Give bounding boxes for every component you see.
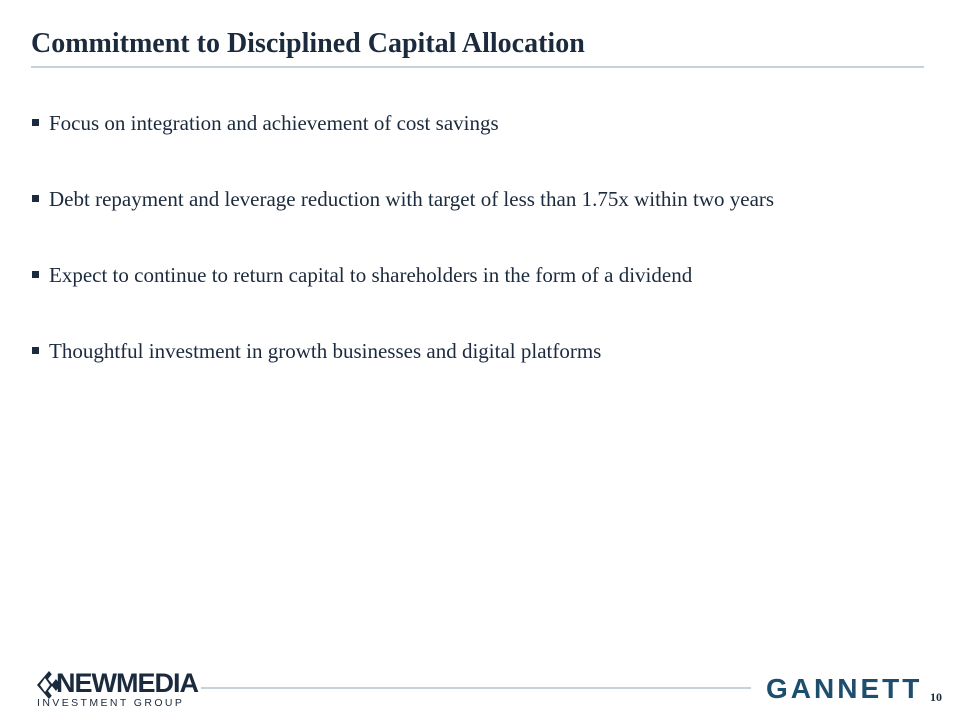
bullet-text: Thoughtful investment in growth business…	[49, 339, 602, 363]
newmedia-wordmark: NEWMEDIA	[56, 668, 199, 698]
square-bullet-icon	[32, 119, 39, 126]
bullet-text: Focus on integration and achievement of …	[49, 111, 499, 135]
footer-divider	[201, 687, 751, 689]
bullet-list: Focus on integration and achievement of …	[31, 110, 931, 414]
bullet-item: Debt repayment and leverage reduction wi…	[31, 186, 931, 262]
bullet-text: Debt repayment and leverage reduction wi…	[49, 187, 775, 211]
bullet-item: Focus on integration and achievement of …	[31, 110, 931, 186]
newmedia-diamond-logo-icon	[37, 671, 61, 699]
square-bullet-icon	[32, 347, 39, 354]
title-divider	[31, 66, 924, 68]
bullet-text: Expect to continue to return capital to …	[49, 263, 693, 287]
newmedia-logo: NEWMEDIA INVESTMENT GROUP	[37, 668, 199, 710]
gannett-logo: GANNETT	[766, 673, 923, 704]
bullet-item: Expect to continue to return capital to …	[31, 262, 931, 338]
slide-title: Commitment to Disciplined Capital Alloca…	[31, 28, 585, 59]
square-bullet-icon	[32, 271, 39, 278]
square-bullet-icon	[32, 195, 39, 202]
page-number: 10	[930, 690, 942, 704]
newmedia-subtitle: INVESTMENT GROUP	[37, 697, 185, 709]
bullet-item: Thoughtful investment in growth business…	[31, 338, 931, 414]
